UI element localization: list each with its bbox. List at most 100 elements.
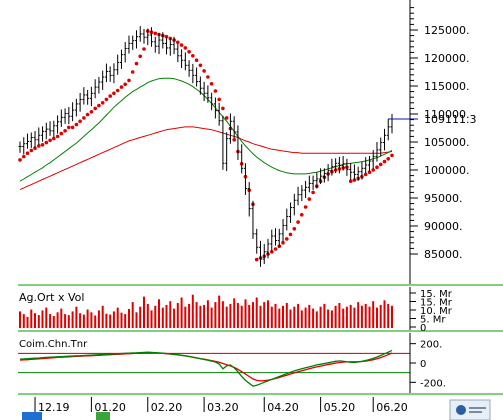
price-bar [296, 186, 300, 206]
sar-point [82, 116, 86, 120]
volume-bar [173, 308, 176, 328]
sar-point [74, 122, 79, 127]
price-bar [341, 156, 345, 171]
price-bar [206, 85, 210, 103]
volume-bar [19, 311, 21, 329]
volume-bar [353, 307, 356, 328]
sar-point [108, 94, 112, 98]
sar-point [89, 110, 94, 114]
date-tick-label: 04.20 [267, 401, 299, 414]
volume-bar [79, 313, 82, 328]
price-bar [217, 102, 221, 126]
sar-point [288, 232, 293, 237]
price-bar [210, 92, 214, 111]
sar-point [153, 31, 158, 36]
volume-bars [19, 294, 393, 329]
volume-bar [139, 306, 142, 328]
sar-point [270, 250, 274, 254]
price-bar [119, 49, 123, 69]
volume-bar [376, 307, 378, 328]
price-bar [191, 63, 195, 84]
sar-point [307, 197, 312, 201]
price-bar [292, 193, 296, 216]
price-bar [285, 208, 289, 231]
price-bar [172, 36, 176, 55]
volume-bar [345, 306, 348, 328]
price-bar [59, 109, 63, 127]
sar-point [112, 91, 116, 96]
volume-tick-label: 10. Mr [420, 306, 453, 317]
volume-bar [52, 316, 55, 328]
moving-average-red [19, 126, 393, 191]
volume-bar [289, 309, 292, 328]
volume-bar [176, 303, 179, 328]
price-bar [176, 44, 180, 63]
price-bar [146, 28, 150, 46]
price-tick-label: 85000. [424, 248, 463, 261]
volume-bar [180, 297, 183, 328]
price-bar [255, 228, 259, 254]
sar-point [303, 205, 308, 209]
volume-bar [154, 305, 157, 328]
date-tick-label: 06.20 [376, 401, 408, 414]
price-bar [18, 141, 22, 153]
volume-bar [37, 315, 40, 328]
sar-point [221, 106, 225, 111]
price-bar [386, 119, 390, 141]
price-tick-label: 100000. [424, 164, 470, 177]
price-tick-label: 125000. [424, 24, 470, 37]
sar-point [300, 213, 304, 217]
price-bar [315, 172, 319, 189]
sar-point [52, 136, 56, 141]
volume-bar [225, 306, 228, 328]
volume-bar [267, 300, 269, 329]
volume-bar [252, 302, 254, 328]
price-bar [89, 86, 93, 107]
sar-point [187, 50, 191, 54]
sar-point [375, 165, 379, 169]
sar-point [378, 162, 383, 167]
sar-point [138, 54, 142, 59]
price-bar [63, 108, 67, 124]
sar-point [254, 257, 259, 262]
volume-bar [191, 294, 194, 328]
price-bar [225, 132, 229, 172]
volume-bar [315, 311, 318, 329]
price-bar [161, 32, 165, 49]
sar-point [78, 119, 82, 124]
volume-bar [206, 300, 209, 329]
volume-bar [364, 303, 367, 328]
price-bar [104, 63, 108, 83]
oscillator-tick-label: 200. [420, 340, 442, 351]
moving-average-green [19, 77, 393, 182]
volume-bar [357, 302, 360, 328]
ma-green-line [19, 77, 393, 182]
price-bar [195, 67, 199, 87]
oscillator-label: Coim.Chn.Tnr [19, 339, 88, 350]
volume-bar [274, 303, 277, 328]
volume-bar [330, 310, 333, 328]
price-tick-label: 115000. [424, 80, 470, 93]
sar-point [224, 116, 229, 120]
sar-point [134, 61, 139, 66]
price-bar [180, 49, 184, 69]
volume-bar [124, 314, 127, 328]
sar-point [164, 34, 169, 39]
price-bar [360, 161, 364, 180]
price-bar [281, 219, 285, 242]
volume-bar [120, 312, 123, 328]
sar-point [44, 140, 49, 145]
volume-label: Ag.Ort x Vol [19, 291, 84, 304]
sar-point [93, 106, 97, 111]
price-bar [345, 158, 349, 176]
price-bar [202, 81, 206, 102]
volume-bar [30, 309, 33, 328]
price-bar [232, 116, 236, 139]
price-axis-ticks: 85000. 90000. 95000. 100000. 105000. 110000. 1… [410, 7, 470, 261]
price-bar [138, 26, 142, 42]
sar-point [198, 63, 203, 68]
oscillator-tick-label: -200. [420, 378, 446, 389]
sar-point [371, 168, 376, 172]
last-value-label: 109111.3 [424, 113, 477, 126]
